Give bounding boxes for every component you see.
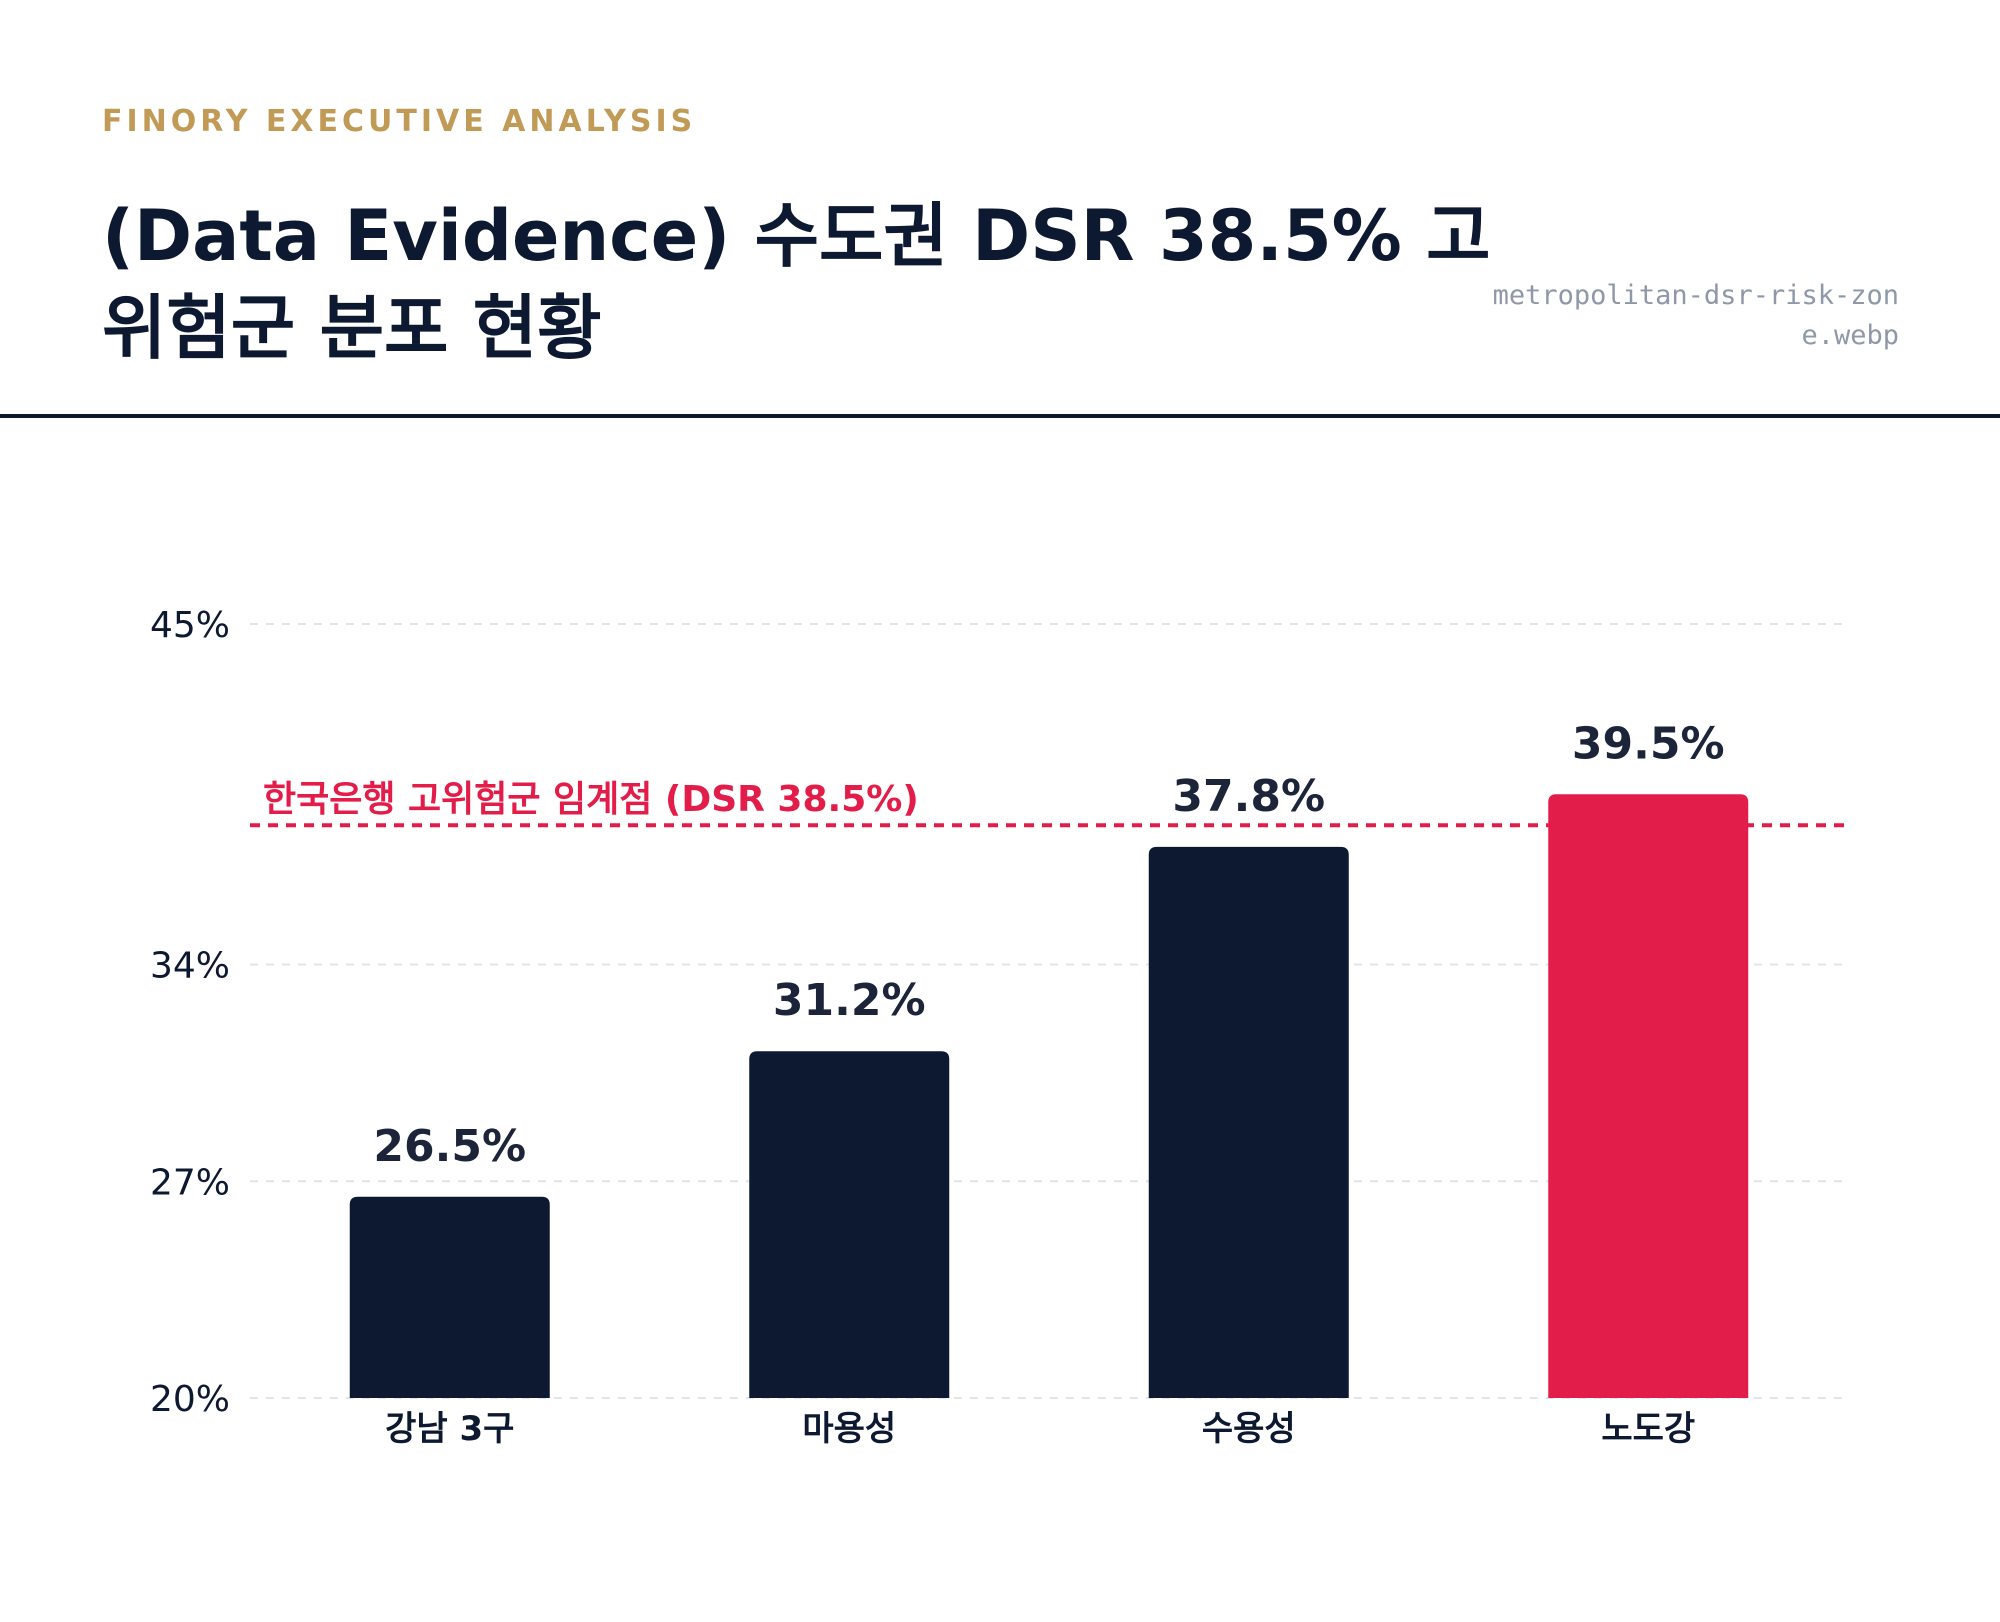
- x-tick-label: 마용성: [802, 1409, 896, 1449]
- bar-value-label: 26.5%: [373, 1121, 526, 1172]
- y-tick-label: 20%: [150, 1379, 230, 1420]
- bar: [749, 1051, 950, 1398]
- y-tick-label: 34%: [150, 946, 230, 987]
- bar-value-label: 39.5%: [1572, 718, 1725, 769]
- page-title: (Data Evidence) 수도권 DSR 38.5% 고위험군 분포 현황: [102, 195, 1491, 369]
- bar: [1148, 846, 1349, 1398]
- bar: [1548, 794, 1749, 1398]
- filename-label: metropolitan-dsr-risk-zone.webp: [1492, 280, 1899, 351]
- bar: [349, 1196, 550, 1398]
- bar-value-label: 31.2%: [773, 975, 926, 1026]
- y-tick-label: 27%: [150, 1162, 230, 1203]
- header-divider: [0, 414, 2000, 418]
- x-tick-label: 강남 3구: [385, 1409, 514, 1449]
- x-tick-label: 수용성: [1202, 1409, 1296, 1449]
- x-tick-label: 노도강: [1601, 1409, 1695, 1449]
- threshold-label: 한국은행 고위험군 임계점 (DSR 38.5%): [263, 779, 919, 820]
- kicker-label: FINORY EXECUTIVE ANALYSIS: [102, 104, 697, 139]
- y-tick-label: 45%: [150, 605, 230, 646]
- bar-value-label: 37.8%: [1172, 771, 1325, 822]
